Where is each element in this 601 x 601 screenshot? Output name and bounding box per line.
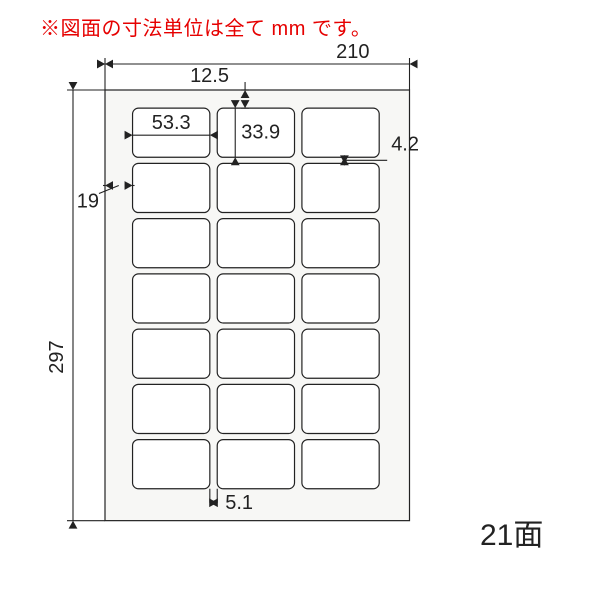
faces-count-label: 21面 (480, 510, 543, 554)
dim-text: 19 (77, 190, 99, 212)
label-cell (302, 384, 379, 433)
dim-text: 12.5 (190, 65, 229, 87)
label-cell (302, 219, 379, 268)
label-cell (302, 274, 379, 323)
label-cell (302, 440, 379, 489)
dim-text: 297 (46, 340, 68, 373)
dim-text: 33.9 (241, 122, 280, 144)
label-cell (217, 384, 294, 433)
label-cell (217, 440, 294, 489)
label-cell (133, 329, 210, 378)
label-cell (133, 274, 210, 323)
arrowhead (410, 60, 418, 69)
label-cell (133, 384, 210, 433)
arrowhead (69, 82, 78, 90)
label-cell (302, 329, 379, 378)
unit-note: ※図面の寸法単位は全て mm です。 (40, 12, 371, 41)
dim-text: 210 (336, 41, 369, 63)
label-cell (302, 163, 379, 212)
arrowhead (105, 60, 113, 69)
dim-text: 4.2 (391, 133, 419, 155)
label-cell (133, 219, 210, 268)
diagram-stage: ※図面の寸法単位は全て mm です。 210 12.5 53.3 33.9 4.2 19 2… (0, 0, 601, 601)
label-cell (217, 329, 294, 378)
dim-text: 5.1 (225, 492, 253, 514)
label-cell (133, 163, 210, 212)
label-cell (217, 163, 294, 212)
label-cell (217, 274, 294, 323)
arrowhead (97, 60, 105, 69)
label-cell (217, 219, 294, 268)
label-cell (133, 440, 210, 489)
arrowhead (69, 521, 78, 529)
dim-text: 53.3 (152, 112, 191, 134)
label-cell (302, 108, 379, 157)
